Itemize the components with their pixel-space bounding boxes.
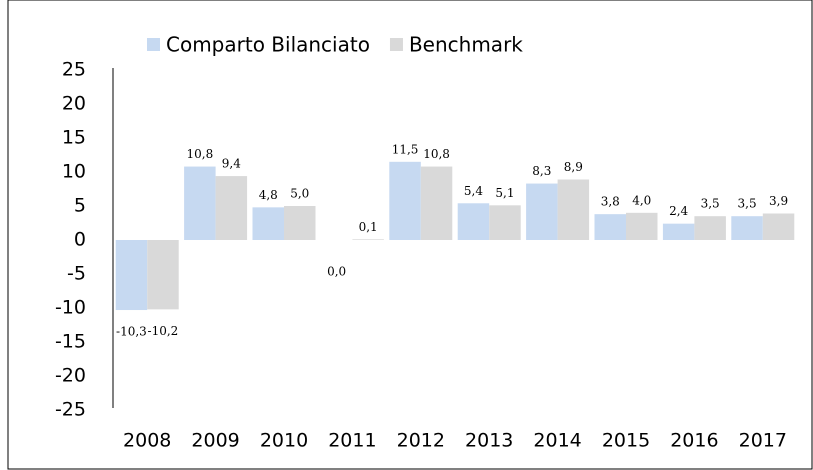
bar [215, 176, 248, 240]
legend-label: Comparto Bilanciato [166, 33, 370, 57]
value-label: 4,0 [632, 193, 651, 207]
x-tick-label: 2014 [533, 430, 581, 452]
y-tick-label: -20 [55, 365, 86, 387]
bar [526, 183, 558, 240]
x-tick-label: 2008 [123, 430, 171, 452]
bar [594, 214, 626, 240]
x-tick-label: 2017 [739, 430, 787, 452]
bar [284, 206, 316, 240]
value-label: 4,8 [259, 188, 278, 202]
value-label: 8,3 [532, 164, 551, 178]
bar [489, 205, 521, 240]
value-label: 9,4 [222, 157, 241, 171]
bar [147, 240, 179, 310]
bar [457, 203, 490, 240]
value-label: -10,3 [116, 325, 147, 339]
legend-swatch [147, 38, 160, 51]
x-tick-label: 2013 [465, 430, 513, 452]
value-label: -10,2 [148, 324, 179, 338]
value-label: 3,5 [738, 197, 757, 211]
bar [694, 216, 726, 240]
y-tick-label: 15 [62, 127, 86, 149]
value-label: 5,0 [290, 187, 309, 201]
x-tick-label: 2011 [328, 430, 376, 452]
y-tick-label: -5 [67, 263, 86, 285]
bar [762, 213, 795, 240]
value-label: 3,5 [701, 197, 720, 211]
x-tick-label: 2012 [397, 430, 445, 452]
value-label: 2,4 [669, 204, 688, 218]
x-tick-label: 2016 [670, 430, 718, 452]
x-tick-label: 2015 [602, 430, 650, 452]
value-label: 10,8 [186, 147, 213, 161]
value-label: 0,0 [327, 265, 346, 279]
bar [184, 166, 216, 240]
bar [252, 207, 284, 240]
y-tick-label: -10 [55, 297, 86, 319]
value-label: 3,8 [601, 195, 620, 209]
value-label: 8,9 [564, 160, 583, 174]
x-tick-label: 2010 [260, 430, 308, 452]
legend-label: Benchmark [409, 33, 523, 57]
value-label: 5,1 [495, 186, 514, 200]
y-tick-label: 5 [74, 195, 86, 217]
value-label: 11,5 [392, 142, 419, 156]
legend-swatch [389, 38, 403, 51]
value-label: 10,8 [423, 147, 450, 161]
bar [389, 161, 421, 240]
y-tick-label: 25 [62, 59, 86, 81]
y-tick-label: 10 [62, 161, 86, 183]
value-label: 5,4 [464, 184, 483, 198]
bar [420, 166, 453, 240]
x-tick-label: 2009 [191, 430, 239, 452]
bar [731, 216, 763, 240]
bar [115, 240, 148, 311]
value-label: 3,9 [769, 194, 788, 208]
bar [557, 179, 590, 240]
y-tick-label: -15 [55, 331, 86, 353]
y-tick-label: 20 [62, 93, 86, 115]
y-tick-label: -25 [55, 399, 86, 421]
bar [352, 239, 384, 240]
value-label: 0,1 [359, 220, 378, 234]
bar [662, 223, 695, 240]
chart-frame [7, 0, 813, 470]
bar [626, 212, 658, 240]
y-tick-label: 0 [74, 229, 86, 251]
